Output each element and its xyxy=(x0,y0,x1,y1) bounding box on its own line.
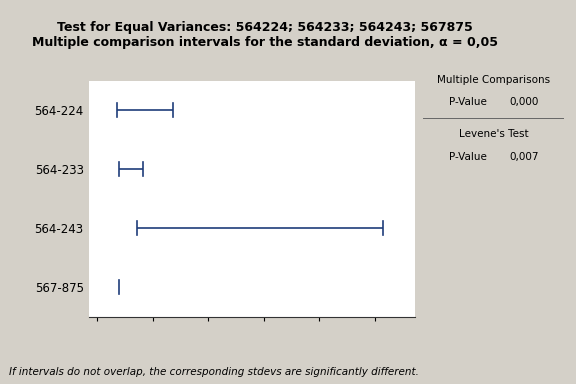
Text: Multiple comparison intervals for the standard deviation, α = 0,05: Multiple comparison intervals for the st… xyxy=(32,36,498,50)
Text: Multiple Comparisons: Multiple Comparisons xyxy=(437,75,551,85)
Text: 0,000: 0,000 xyxy=(510,97,539,107)
Text: 0,007: 0,007 xyxy=(510,152,539,162)
Text: If intervals do not overlap, the corresponding stdevs are significantly differen: If intervals do not overlap, the corresp… xyxy=(9,367,419,377)
Text: P-Value: P-Value xyxy=(449,152,487,162)
Text: Levene's Test: Levene's Test xyxy=(459,129,529,139)
Text: P-Value: P-Value xyxy=(449,97,487,107)
Text: Test for Equal Variances: 564224; 564233; 564243; 567875: Test for Equal Variances: 564224; 564233… xyxy=(57,21,473,34)
